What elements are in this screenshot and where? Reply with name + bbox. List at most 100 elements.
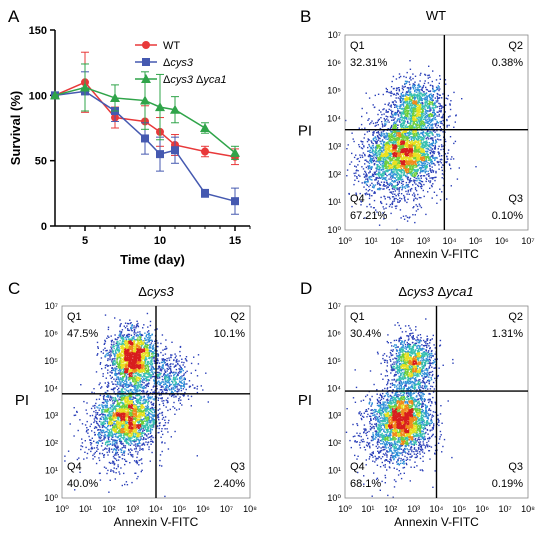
event-dot <box>413 123 414 124</box>
event-dot <box>376 148 377 149</box>
event-dot <box>416 171 417 172</box>
event-dot <box>419 205 420 206</box>
event-dot <box>414 109 415 110</box>
event-dot <box>353 141 354 142</box>
event-dot <box>164 425 165 426</box>
event-dot <box>381 154 382 155</box>
event-dot <box>395 153 396 154</box>
event-dot <box>159 363 160 364</box>
event-dot <box>407 87 408 88</box>
event-dot <box>165 416 166 417</box>
event-dot <box>110 346 111 347</box>
event-dot <box>433 110 434 111</box>
event-dot <box>104 343 105 344</box>
event-dot <box>380 143 381 144</box>
event-dot <box>376 156 377 157</box>
event-dot <box>375 184 376 185</box>
event-dot <box>438 169 439 170</box>
event-dot <box>106 338 107 339</box>
event-dot <box>173 396 174 397</box>
event-dot <box>389 189 390 190</box>
event-dot <box>428 77 429 78</box>
event-dot <box>358 144 359 145</box>
event-dot <box>381 135 382 136</box>
event-dot <box>428 106 429 107</box>
event-dot <box>419 99 420 100</box>
event-dot <box>388 104 389 105</box>
event-dot <box>404 109 405 110</box>
event-dot <box>398 167 399 168</box>
event-dot <box>393 191 394 192</box>
event-dot <box>165 339 166 340</box>
event-dot <box>414 91 415 92</box>
event-dot <box>391 91 392 92</box>
event-dot <box>423 142 424 143</box>
event-dot <box>422 156 423 157</box>
event-dot <box>404 83 405 84</box>
event-dot <box>378 189 379 190</box>
event-dot <box>409 217 410 218</box>
event-dot <box>92 415 93 416</box>
event-dot <box>417 95 418 96</box>
event-dot <box>191 373 192 374</box>
event-dot <box>427 162 428 163</box>
event-dot <box>391 160 392 161</box>
event-dot <box>395 181 396 182</box>
event-dot <box>455 115 456 116</box>
event-dot <box>369 194 370 195</box>
event-dot <box>441 97 442 98</box>
event-dot <box>412 86 413 87</box>
event-dot <box>393 181 394 182</box>
event-dot <box>401 120 402 121</box>
event-dot <box>189 380 190 381</box>
event-dot <box>360 157 361 158</box>
event-dot <box>116 379 117 380</box>
event-dot <box>101 368 102 369</box>
event-dot <box>115 380 116 381</box>
event-dot <box>157 358 158 359</box>
event-dot <box>183 375 184 376</box>
event-dot <box>109 356 110 357</box>
event-dot <box>427 75 428 76</box>
event-dot <box>376 179 377 180</box>
event-dot <box>416 149 417 150</box>
event-dot <box>375 177 376 178</box>
event-dot <box>403 130 404 131</box>
event-dot <box>402 179 403 180</box>
event-dot <box>425 80 426 81</box>
event-dot <box>434 90 435 91</box>
event-dot <box>380 161 381 162</box>
event-dot <box>430 114 431 115</box>
event-dot <box>387 91 388 92</box>
event-dot <box>412 96 413 97</box>
event-dot <box>405 94 406 95</box>
event-dot <box>374 160 375 161</box>
event-dot <box>405 100 406 101</box>
event-dot <box>102 402 103 403</box>
event-dot <box>110 480 111 481</box>
event-dot <box>404 150 405 151</box>
event-dot <box>394 121 395 122</box>
event-dot <box>439 189 440 190</box>
event-dot <box>432 103 433 104</box>
event-dot <box>406 77 407 78</box>
event-dot <box>423 86 424 87</box>
event-dot <box>357 159 358 160</box>
event-dot <box>384 104 385 105</box>
event-dot <box>440 123 441 124</box>
event-dot <box>388 151 389 152</box>
event-dot <box>411 167 412 168</box>
event-dot <box>417 147 418 148</box>
event-dot <box>415 198 416 199</box>
event-dot <box>111 381 112 382</box>
event-dot <box>435 148 436 149</box>
event-dot <box>100 387 101 388</box>
event-dot <box>395 144 396 145</box>
event-dot <box>409 161 410 162</box>
event-dot <box>416 180 417 181</box>
event-dot <box>432 91 433 92</box>
event-dot <box>379 162 380 163</box>
event-dot <box>393 164 394 165</box>
event-dot <box>429 104 430 105</box>
event-dot <box>399 138 400 139</box>
